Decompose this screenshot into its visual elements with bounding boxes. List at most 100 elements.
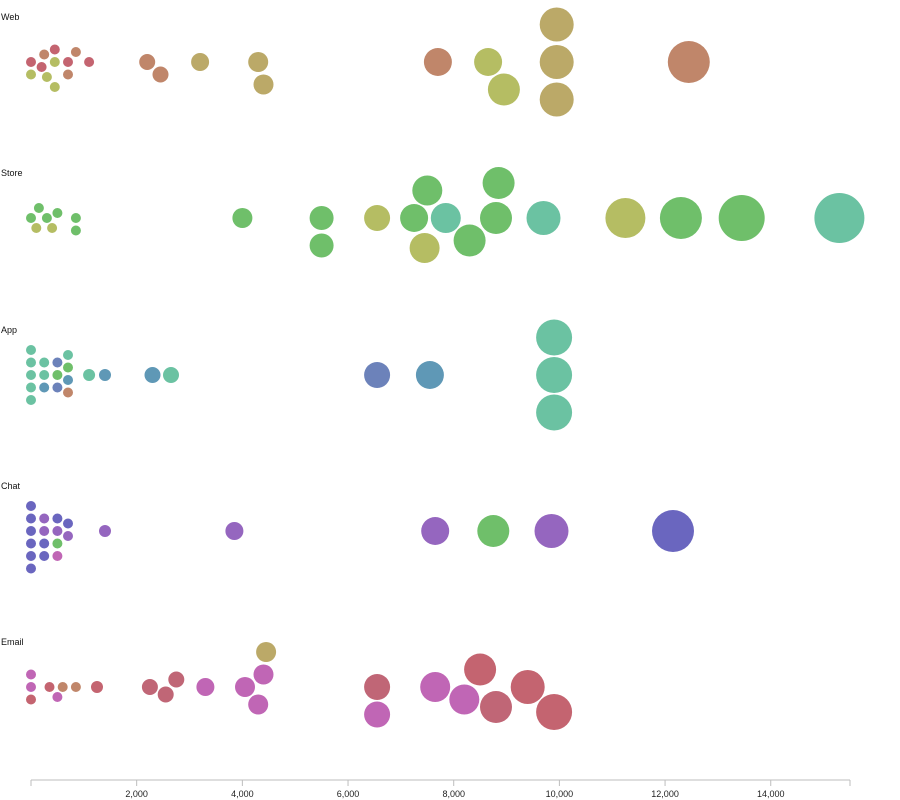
bubble-point[interactable] [526,201,561,235]
bubble-point[interactable] [510,670,545,704]
bubble-point[interactable] [26,563,36,574]
bubble-point[interactable] [256,642,277,662]
bubble-point[interactable] [39,370,50,380]
bubble-point[interactable] [718,195,765,241]
bubble-point[interactable] [39,357,50,368]
bubble-point[interactable] [26,395,36,405]
bubble-point[interactable] [84,57,95,67]
bubble-point[interactable] [26,669,36,680]
bubble-point[interactable] [52,513,63,524]
bubble-point[interactable] [667,41,710,83]
bubble-point[interactable] [26,513,36,524]
bubble-point[interactable] [26,382,36,393]
bubble-point[interactable] [52,692,63,702]
bubble-point[interactable] [423,48,452,76]
bubble-point[interactable] [421,517,450,545]
bubble-point[interactable] [420,672,451,702]
bubble-point[interactable] [52,526,63,536]
bubble-point[interactable] [225,522,244,540]
bubble-point[interactable] [52,551,63,561]
bubble-point[interactable] [26,538,36,549]
bubble-point[interactable] [39,382,50,393]
bubble-point[interactable] [482,167,515,199]
bubble-point[interactable] [196,678,215,696]
bubble-point[interactable] [26,69,36,80]
bubble-point[interactable] [232,208,253,228]
bubble-point[interactable] [49,57,60,67]
bubble-point[interactable] [141,679,158,695]
bubble-point[interactable] [248,694,269,715]
bubble-point[interactable] [63,531,73,541]
bubble-point[interactable] [144,367,161,383]
bubble-point[interactable] [63,350,73,360]
bubble-point[interactable] [364,205,391,231]
bubble-point[interactable] [235,677,255,697]
bubble-point[interactable] [652,510,694,552]
bubble-point[interactable] [309,206,334,230]
bubble-point[interactable] [364,701,391,728]
bubble-point[interactable] [47,223,58,233]
bubble-point[interactable] [36,62,47,72]
bubble-point[interactable] [31,223,42,233]
bubble-point[interactable] [163,367,179,383]
bubble-point[interactable] [39,551,50,561]
bubble-point[interactable] [26,357,36,368]
bubble-point[interactable] [52,538,63,549]
bubble-point[interactable] [659,197,702,239]
bubble-point[interactable] [605,198,646,238]
bubble-point[interactable] [539,45,574,79]
bubble-point[interactable] [49,44,60,55]
bubble-point[interactable] [99,369,111,381]
bubble-point[interactable] [63,57,73,67]
bubble-point[interactable] [415,361,444,389]
bubble-point[interactable] [364,674,391,700]
bubble-point[interactable] [449,684,480,715]
bubble-point[interactable] [39,49,50,60]
bubble-point[interactable] [168,671,185,688]
bubble-point[interactable] [26,370,36,380]
bubble-point[interactable] [91,681,103,693]
bubble-point[interactable] [400,204,429,232]
bubble-point[interactable] [63,375,73,385]
bubble-point[interactable] [52,382,63,393]
bubble-point[interactable] [248,52,269,72]
bubble-point[interactable] [534,514,569,548]
bubble-point[interactable] [26,213,36,223]
bubble-point[interactable] [152,66,169,83]
bubble-point[interactable] [536,319,573,356]
bubble-point[interactable] [412,175,443,206]
bubble-point[interactable] [33,203,44,213]
bubble-point[interactable] [52,370,63,380]
bubble-point[interactable] [309,233,334,258]
bubble-point[interactable] [39,513,50,524]
bubble-point[interactable] [409,233,440,263]
bubble-point[interactable] [487,73,520,106]
bubble-point[interactable] [70,682,81,692]
bubble-point[interactable] [539,7,574,42]
bubble-point[interactable] [480,202,512,234]
bubble-point[interactable] [44,682,55,692]
bubble-point[interactable] [480,691,512,723]
bubble-point[interactable] [63,518,73,529]
bubble-point[interactable] [52,357,63,368]
bubble-point[interactable] [474,48,503,76]
bubble-point[interactable] [83,369,96,381]
bubble-point[interactable] [453,224,486,257]
bubble-point[interactable] [39,526,50,536]
bubble-point[interactable] [26,551,36,561]
bubble-point[interactable] [26,526,36,536]
bubble-point[interactable] [253,664,274,685]
bubble-point[interactable] [253,74,274,95]
bubble-point[interactable] [41,213,52,223]
bubble-point[interactable] [63,69,73,80]
bubble-point[interactable] [41,72,52,82]
bubble-point[interactable] [63,387,73,398]
bubble-point[interactable] [477,515,510,547]
bubble-point[interactable] [70,47,81,57]
bubble-point[interactable] [464,653,497,686]
bubble-point[interactable] [99,525,111,537]
bubble-point[interactable] [70,213,81,223]
bubble-point[interactable] [57,682,68,692]
bubble-point[interactable] [26,501,36,511]
bubble-point[interactable] [814,193,865,243]
